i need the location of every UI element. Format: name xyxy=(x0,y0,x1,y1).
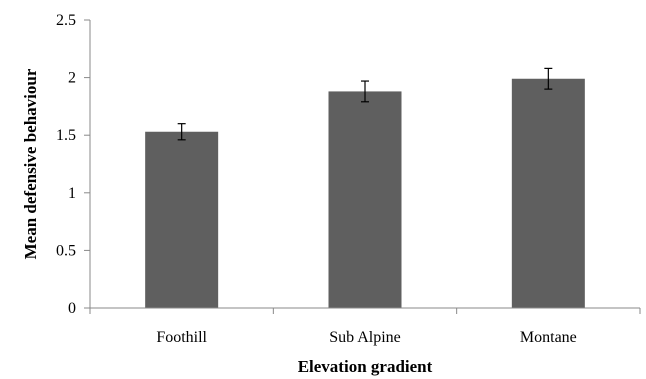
x-tick-label: Foothill xyxy=(156,329,207,346)
x-tick-label: Sub Alpine xyxy=(329,329,401,346)
y-tick-label: 0.5 xyxy=(56,242,76,259)
error-bar xyxy=(177,123,186,141)
x-tick-label: Montane xyxy=(520,329,577,346)
y-tick-label: 0 xyxy=(68,300,76,317)
error-bar xyxy=(544,67,553,90)
y-tick-label: 1.5 xyxy=(56,127,76,144)
bars xyxy=(145,78,585,308)
y-axis-ticks: 0 0.5 1 1.5 2 2.5 xyxy=(56,12,90,317)
y-axis-title: Mean defensive behaviour xyxy=(21,68,40,259)
bar-sub-alpine xyxy=(328,91,402,308)
x-axis-title: Elevation gradient xyxy=(298,357,433,376)
bar-montane xyxy=(511,78,585,308)
y-tick-label: 2.5 xyxy=(56,12,76,29)
y-tick-label: 1 xyxy=(68,185,76,202)
y-tick-label: 2 xyxy=(68,70,76,87)
error-bar xyxy=(361,80,369,103)
error-bars xyxy=(177,67,553,141)
bar-foothill xyxy=(145,131,219,308)
x-axis-ticks: Foothill Sub Alpine Montane xyxy=(89,308,641,346)
